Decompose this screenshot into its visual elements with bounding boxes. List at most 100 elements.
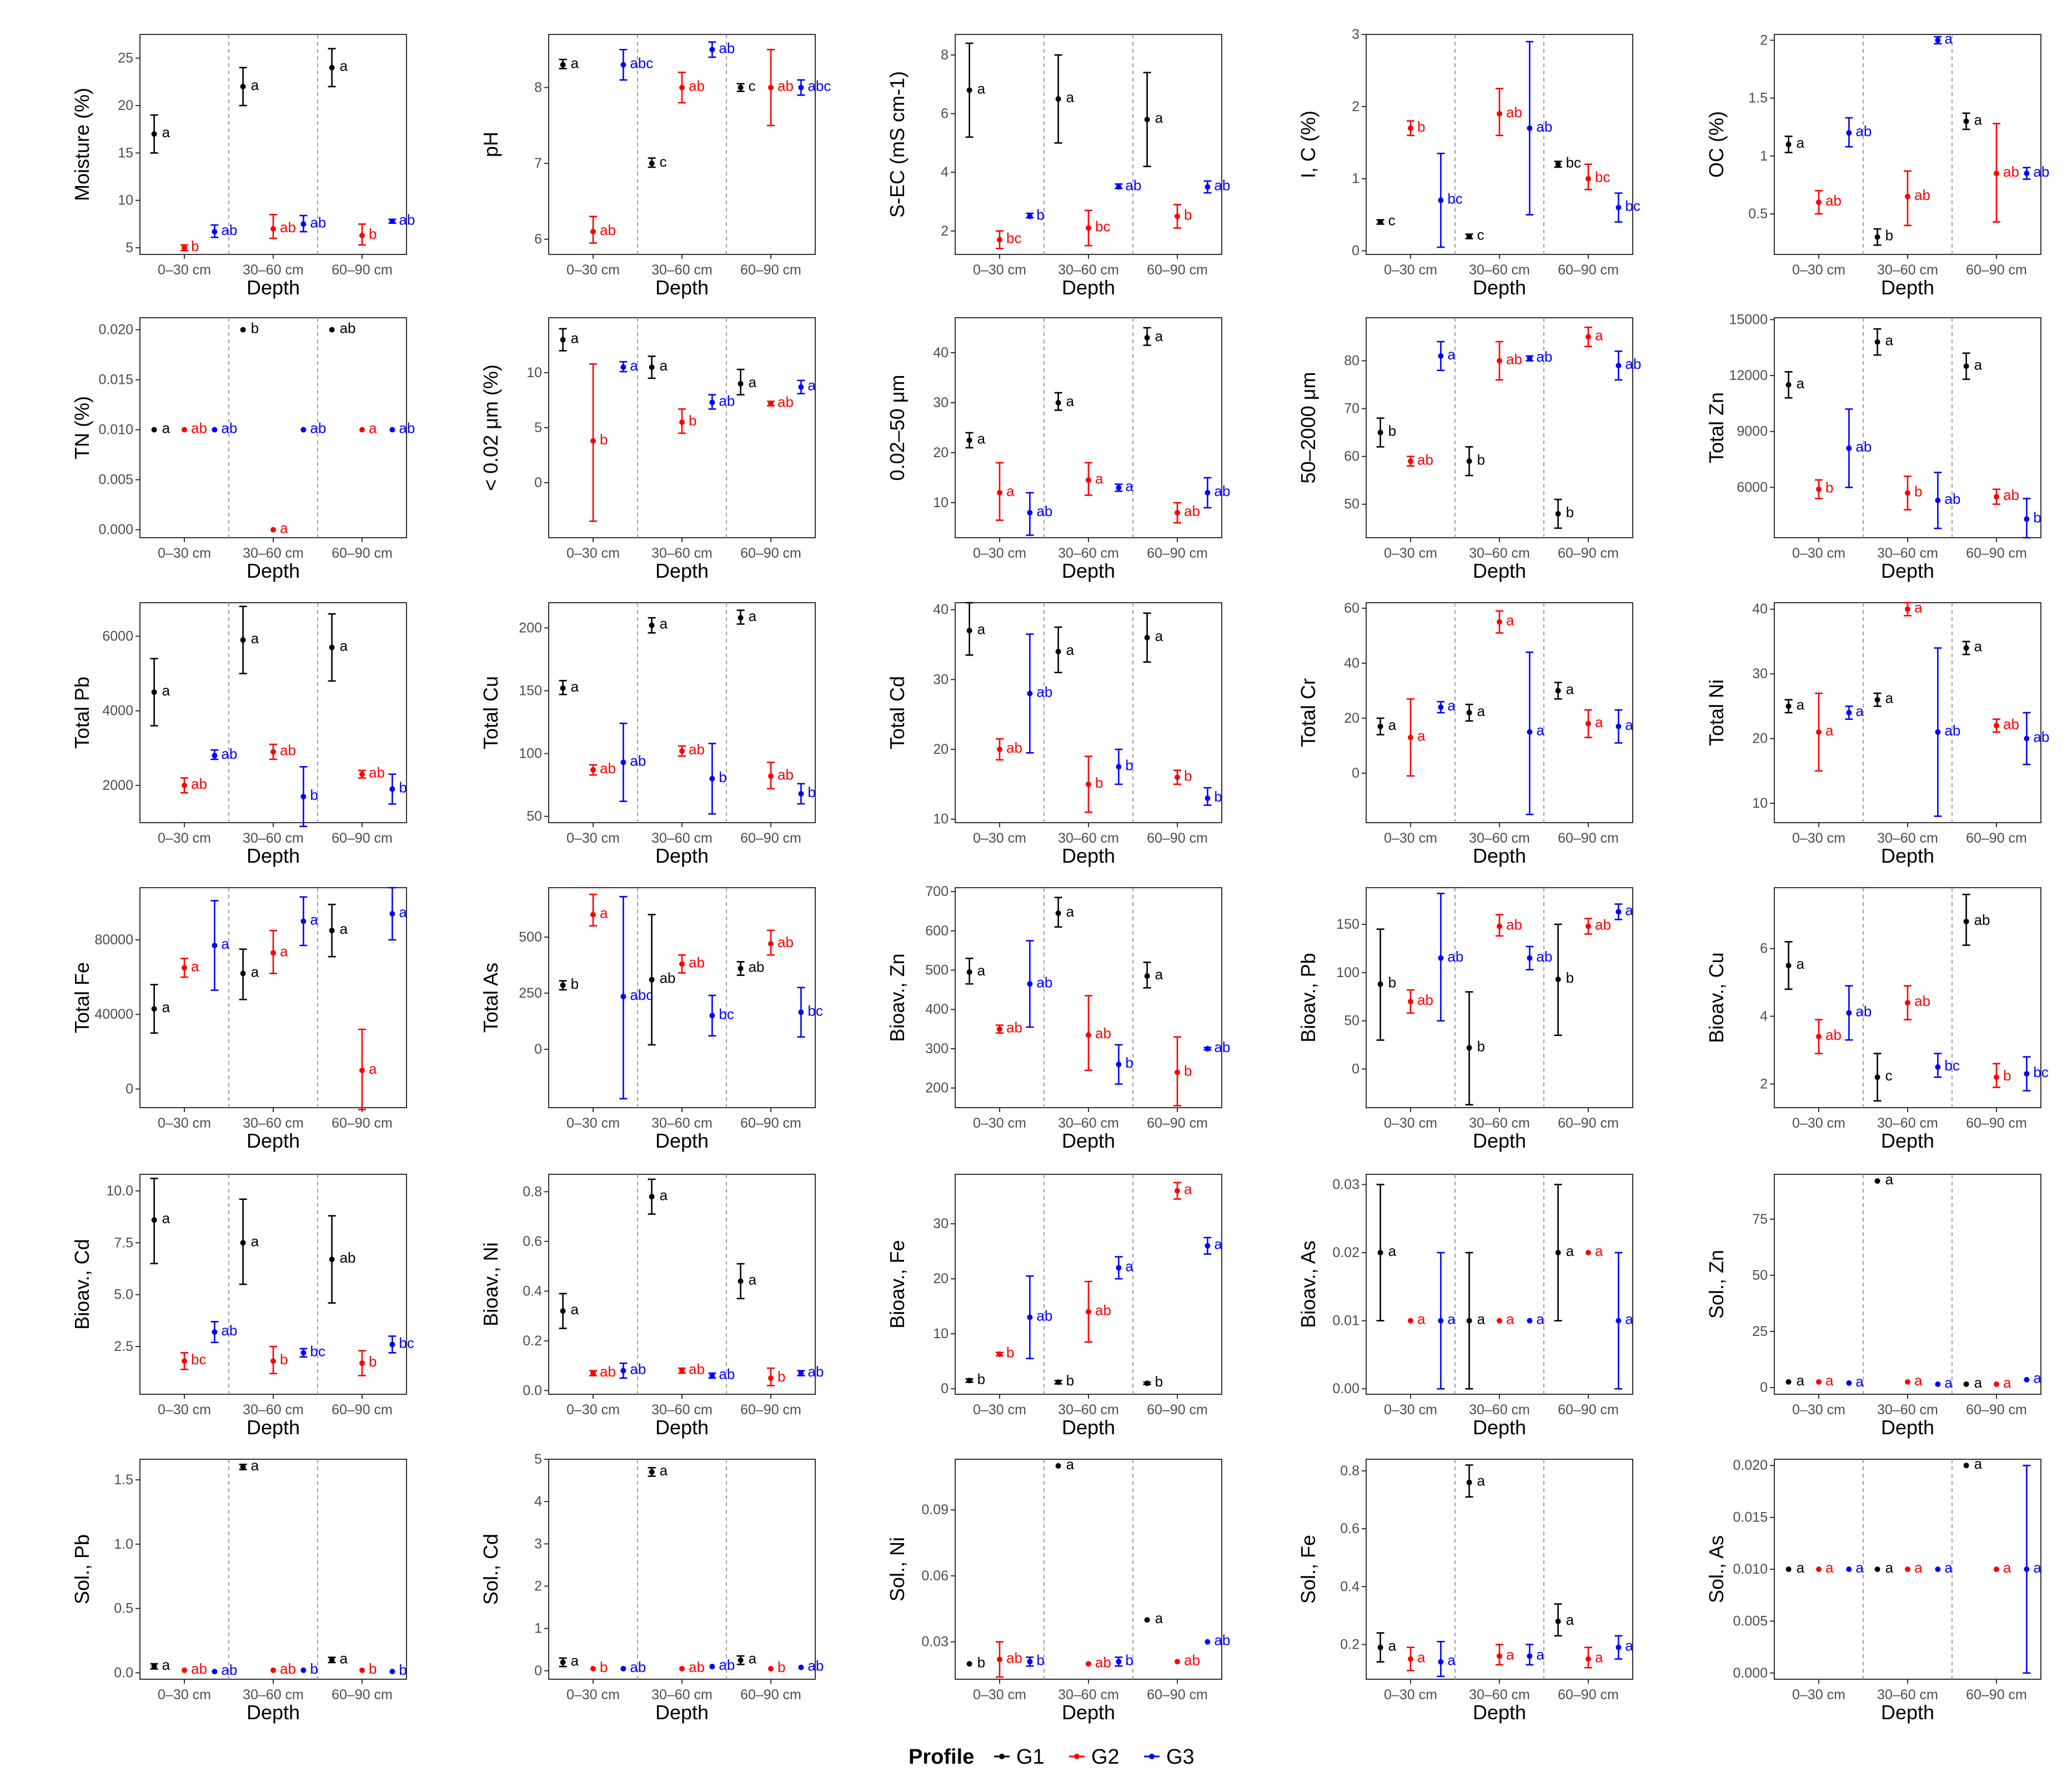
significance-label: ab [1006, 1649, 1022, 1666]
data-point-g3 [2024, 1071, 2030, 1077]
y-tick-label: 75 [1752, 1212, 1768, 1227]
x-tick-label: 0–30 cm [1792, 262, 1845, 278]
data-point-g3 [620, 993, 626, 999]
significance-label: ab [1914, 993, 1930, 1009]
data-point-g3 [1527, 356, 1533, 362]
y-tick-label: 10 [933, 1326, 949, 1341]
significance-label: ab [221, 420, 237, 437]
y-tick-label: 10 [933, 495, 949, 510]
data-point-g2 [359, 1360, 365, 1366]
data-point-g2 [1586, 1656, 1591, 1662]
data-point-g1 [649, 161, 655, 167]
x-tick-label: 30–60 cm [1877, 1115, 1938, 1131]
data-point-g3 [1205, 184, 1211, 190]
data-point-g1 [966, 1661, 972, 1667]
significance-label: ab [1506, 351, 1522, 367]
data-point-g2 [1408, 1318, 1413, 1324]
significance-label: a [1944, 30, 1953, 47]
y-tick-label: 2 [1352, 99, 1359, 114]
x-tick-label: 30–60 cm [1469, 262, 1530, 278]
x-tick-label: 0–30 cm [1384, 1115, 1437, 1131]
x-axis-title: Depth [1062, 559, 1115, 582]
y-tick-label: 4 [534, 1494, 542, 1509]
significance-label: a [1417, 1649, 1426, 1666]
data-point-g1 [560, 1308, 566, 1314]
data-point-g3 [798, 1664, 804, 1670]
significance-label: ab [689, 741, 705, 758]
significance-label: ab [1214, 1632, 1230, 1649]
x-axis-title: Depth [1473, 1701, 1526, 1724]
data-point-g2 [997, 1026, 1002, 1032]
panel-21: 2.5 5.0 7.5 10.0 0–30 cm 30–60 cm 60–90 cm Dept… [71, 1174, 414, 1439]
significance-label: b [399, 1661, 407, 1678]
significance-label: ab [1974, 912, 1990, 928]
y-tick-label: 700 [925, 884, 949, 899]
y-axis-title: TN (%) [71, 396, 93, 459]
data-point-g1 [560, 685, 566, 691]
significance-label: ab [191, 1660, 207, 1677]
panel-22: 0.0 0.2 0.4 0.6 0.8 0–30 cm 30–60 cm 60–90 cm De… [479, 1174, 824, 1439]
data-point-g1 [1466, 233, 1472, 239]
x-tick-label: 60–90 cm [1147, 1402, 1208, 1418]
data-point-g1 [1963, 1381, 1969, 1387]
significance-label: b [1006, 1344, 1014, 1361]
data-point-g3 [1527, 125, 1533, 131]
x-tick-label: 30–60 cm [1877, 545, 1938, 561]
x-tick-label: 60–90 cm [1966, 1687, 2027, 1703]
significance-label: a [1066, 89, 1075, 106]
data-point-g1 [966, 437, 972, 443]
significance-label: b [1125, 757, 1133, 773]
data-point-g1 [966, 969, 972, 975]
significance-label: bc [1944, 1057, 1959, 1074]
data-point-g1 [240, 1464, 246, 1470]
data-point-g3 [1616, 363, 1622, 369]
significance-label: a [1944, 1559, 1953, 1576]
significance-label: ab [191, 775, 207, 792]
x-tick-label: 0–30 cm [566, 1115, 620, 1131]
y-tick-label: 0.000 [1733, 1665, 1768, 1681]
data-point-g3 [1438, 955, 1444, 961]
y-tick-label: 0.8 [1340, 1463, 1359, 1479]
data-point-g2 [1086, 1661, 1091, 1667]
panel-25: 0 25 50 75 0–30 cm 30–60 cm 60–90 cm Depth Sol.,… [1705, 1171, 2041, 1439]
x-tick-label: 0–30 cm [973, 1687, 1026, 1703]
y-axis-title: Sol., Fe [1297, 1535, 1320, 1604]
y-tick-label: 1 [534, 1621, 542, 1636]
significance-label: ab [399, 420, 415, 437]
data-point-g3 [1616, 1318, 1622, 1324]
data-point-g3 [1935, 1566, 1941, 1572]
y-tick-label: 20 [118, 98, 133, 113]
data-point-g1 [1785, 142, 1792, 147]
y-tick-label: 40 [1344, 655, 1359, 671]
data-point-g3 [1205, 1243, 1211, 1249]
x-tick-label: 60–90 cm [1147, 1687, 1208, 1703]
y-tick-label: 0.00 [1332, 1381, 1359, 1396]
legend-title: Profile [909, 1745, 974, 1769]
data-point-g3 [389, 1341, 395, 1348]
y-tick-label: 15000 [1729, 312, 1768, 327]
data-point-g3 [1438, 1659, 1444, 1665]
data-point-g3 [1846, 710, 1852, 715]
data-point-g1 [1785, 1566, 1792, 1572]
x-tick-label: 60–90 cm [332, 1687, 393, 1703]
y-tick-label: 1.5 [1748, 91, 1768, 106]
significance-label: ab [600, 1363, 616, 1380]
significance-label: a [1974, 1374, 1983, 1391]
y-tick-label: 0 [1352, 243, 1359, 259]
y-tick-label: 250 [519, 985, 542, 1001]
data-point-g3 [1027, 1659, 1033, 1665]
panel-24: 0.00 0.01 0.02 0.03 0–30 cm 30–60 cm 60–90 cm D… [1297, 1174, 1633, 1439]
data-point-g1 [151, 1663, 157, 1669]
data-point-g2 [1586, 923, 1591, 929]
significance-label: c [1388, 212, 1396, 229]
x-tick-label: 30–60 cm [1469, 545, 1530, 561]
significance-label: a [1477, 703, 1486, 719]
x-axis-title: Depth [247, 844, 300, 867]
x-tick-label: 60–90 cm [1558, 1115, 1619, 1131]
significance-label: b [977, 1370, 985, 1387]
significance-label: a [1066, 1456, 1075, 1473]
y-tick-label: 500 [519, 929, 542, 945]
data-point-g2 [768, 1375, 774, 1381]
y-tick-label: 50 [1752, 1268, 1768, 1283]
significance-label: a [1388, 1243, 1397, 1259]
